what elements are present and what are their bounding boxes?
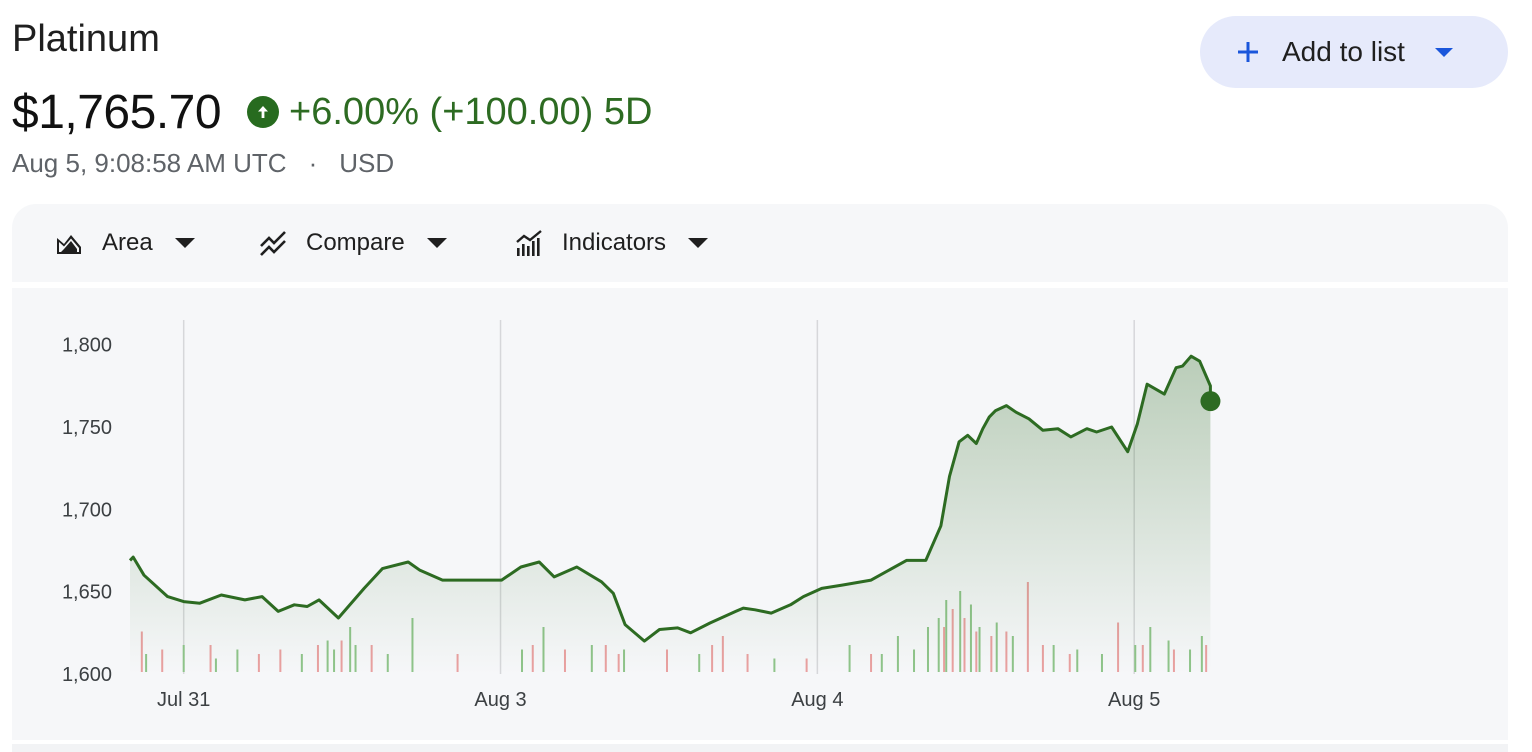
compare-icon: [260, 231, 286, 256]
add-to-list-label: Add to list: [1282, 36, 1405, 67]
last-price-marker: [1200, 391, 1221, 412]
timestamp-text: Aug 5, 9:08:58 AM UTC: [12, 148, 287, 178]
x-tick-label: Aug 5: [1108, 689, 1160, 711]
currency-label: USD: [339, 148, 395, 178]
compare-label: Compare: [306, 229, 405, 256]
next-panel-edge: [12, 744, 1508, 752]
indicators-label: Indicators: [562, 229, 667, 256]
price-row: $1,765.70 +6.00% (+100.00) 5D: [12, 82, 652, 142]
price-area-fill: [130, 356, 1211, 674]
add-to-list-button[interactable]: Add to list: [1200, 16, 1508, 88]
chevron-down-icon: [426, 238, 447, 248]
chart-toolbar: Area Compare Indicators: [12, 204, 1508, 282]
compare-dropdown[interactable]: Compare: [258, 204, 447, 282]
indicators-dropdown[interactable]: Indicators: [514, 204, 709, 282]
current-price: $1,765.70: [12, 85, 222, 139]
chevron-down-icon[interactable]: [1434, 47, 1453, 57]
chevron-down-icon: [174, 238, 195, 248]
x-tick-label: Jul 31: [157, 689, 210, 711]
price-chart[interactable]: 1,800 1,750 1,700 1,650 1,600 Jul 31 Aug 3 Aug…: [12, 288, 1508, 740]
y-tick-label: 1,700: [62, 499, 112, 521]
quote-timestamp: Aug 5, 9:08:58 AM UTC · USD: [12, 148, 394, 179]
chevron-down-icon: [688, 238, 709, 248]
chart-canvas[interactable]: 1,800 1,750 1,700 1,650 1,600 Jul 31 Aug 3 Aug…: [12, 288, 1508, 740]
y-tick-label: 1,600: [62, 664, 112, 686]
plus-icon: [1238, 42, 1258, 62]
price-change: +6.00% (+100.00) 5D: [289, 90, 653, 133]
indicators-icon: [516, 230, 542, 256]
x-tick-label: Aug 4: [791, 689, 843, 711]
price-line: [128, 354, 1212, 643]
chart-type-label: Area: [102, 229, 153, 256]
arrow-up-icon: [247, 96, 280, 128]
chart-type-dropdown[interactable]: Area: [54, 204, 195, 282]
area-chart-icon: [57, 235, 81, 254]
y-tick-label: 1,650: [62, 582, 112, 604]
y-tick-label: 1,800: [62, 335, 112, 357]
y-tick-label: 1,750: [62, 417, 112, 439]
asset-title: Platinum: [12, 18, 160, 60]
separator: ·: [308, 148, 318, 178]
x-tick-label: Aug 3: [474, 689, 526, 711]
